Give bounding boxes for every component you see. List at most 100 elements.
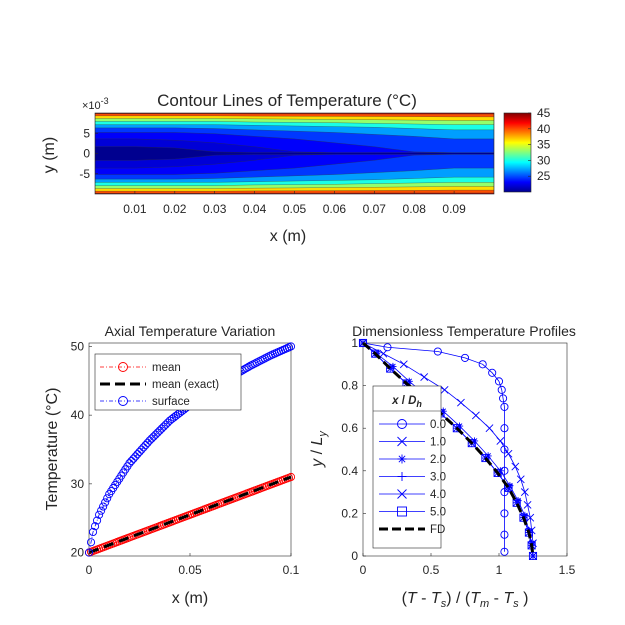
axial-x-label: x (m) <box>172 590 208 607</box>
axial-y-tick-label: 50 <box>71 339 85 353</box>
profile-legend-label: 0.0 <box>430 419 446 431</box>
profile-marker <box>520 488 529 497</box>
colorbar <box>503 112 532 193</box>
profile-title: Dimensionless Temperature Profiles <box>352 323 576 339</box>
profile-legend: x / Dh 0.0 1.0 2.0 3.0 4.0 5.0 FD <box>372 385 446 549</box>
contour-x-label: x (m) <box>270 228 306 245</box>
axial-marker <box>137 445 146 454</box>
axial-marker <box>99 502 108 511</box>
profile-marker <box>460 353 470 362</box>
profile-series-line-1 <box>362 342 534 556</box>
profile-marker <box>386 364 395 373</box>
axial-marker <box>91 522 100 531</box>
profile-marker <box>514 497 522 505</box>
profile-x-label: (T - Ts) / (Tm - Ts ) <box>402 590 529 610</box>
profile-marker <box>397 489 407 499</box>
contour-title: Contour Lines of Temperature (°C) <box>157 91 417 110</box>
axial-marker <box>95 510 104 519</box>
profile-marker <box>500 445 509 454</box>
contour-y-tick-label: 5 <box>83 126 90 140</box>
axial-x-tick-label: 0 <box>86 563 93 577</box>
axial-legend-label: surface <box>152 396 190 408</box>
profile-plot: 0 0.5 1 1.5 1 0.8 0.6 0.4 0.2 0 Dimensionless Tem… <box>309 323 576 610</box>
profile-legend-label: 2.0 <box>430 454 446 466</box>
profile-marker <box>528 551 538 560</box>
profile-legend-label: 4.0 <box>430 489 446 501</box>
profile-marker <box>496 437 505 445</box>
profile-marker <box>499 394 508 403</box>
profile-y-tick-label: 0.2 <box>341 506 358 520</box>
profile-marker <box>481 453 490 463</box>
colorbar-tick-label: 35 <box>537 138 551 152</box>
axial-marker <box>286 342 296 351</box>
profile-x-tick-label: 0.5 <box>423 563 440 577</box>
axial-x-tick-label: 0.05 <box>178 563 202 577</box>
axial-marker <box>125 459 134 468</box>
contour-y-tick-label: 0 <box>83 147 90 161</box>
axial-marker <box>103 494 112 503</box>
profile-series <box>358 338 538 560</box>
axial-y-tick-label: 30 <box>71 477 85 491</box>
profile-marker <box>493 468 502 477</box>
profile-marker <box>500 530 509 539</box>
axial-marker <box>84 548 94 557</box>
axial-marker <box>135 447 144 456</box>
profile-marker <box>397 472 407 481</box>
axial-marker <box>97 506 106 515</box>
axial-marker <box>141 441 150 450</box>
axial-marker <box>131 452 140 461</box>
colorbar-tick-label: 40 <box>537 122 551 136</box>
profile-legend-title: x / Dh <box>391 395 422 409</box>
axial-title: Axial Temperature Variation <box>105 323 276 339</box>
profile-marker <box>494 377 504 386</box>
axial-series-line-1 <box>88 475 292 554</box>
profile-legend-label: 5.0 <box>430 507 446 519</box>
profile-marker <box>397 506 407 517</box>
profile-marker <box>504 449 513 458</box>
profile-marker <box>383 343 392 352</box>
profile-marker <box>485 424 494 433</box>
profile-marker <box>521 511 529 520</box>
contour-y-exponent: ×10-3 <box>82 96 109 112</box>
profile-marker <box>471 411 480 420</box>
profile-marker <box>488 368 497 377</box>
colorbar-tick-label: 30 <box>537 153 551 167</box>
axial-marker <box>242 363 251 373</box>
profile-series-line-6 <box>362 341 535 557</box>
profile-y-tick-label: 0.6 <box>341 421 358 435</box>
axial-marker <box>88 527 98 537</box>
colorbar-tick-label: 25 <box>537 169 551 183</box>
contour-x-tick-label: 0.03 <box>203 202 227 216</box>
profile-marker <box>500 424 509 433</box>
profile-marker <box>440 385 449 394</box>
axial-legend-marker <box>118 396 128 406</box>
axial-marker <box>139 443 148 452</box>
contour-plot: 0.01 0.02 0.03 0.04 0.05 0.06 0.07 0.08 0.09 5 0 -… <box>41 91 551 245</box>
axial-marker <box>127 456 136 466</box>
profile-x-tick-label: 1.5 <box>559 563 576 577</box>
contour-x-tick-label: 0.05 <box>283 202 307 216</box>
profile-y-tick-label: 0.4 <box>341 464 358 478</box>
axial-legend: mean mean (exact) surface <box>94 353 242 411</box>
axial-marker <box>101 498 110 507</box>
axial-x-tick-label: 0.1 <box>283 563 300 577</box>
profile-marker <box>467 439 476 448</box>
profile-legend-label: 1.0 <box>430 437 446 449</box>
profile-marker <box>433 347 442 356</box>
profile-legend-label: FD <box>430 524 445 536</box>
profile-legend-box <box>372 385 442 549</box>
axial-marker <box>129 454 138 463</box>
contour-y-tick-label: -5 <box>79 167 90 181</box>
axial-legend-marker <box>118 362 128 372</box>
contour-x-tick-label: 0.04 <box>243 202 267 216</box>
contour-x-tick-label: 0.07 <box>363 202 387 216</box>
profile-marker <box>420 373 429 381</box>
profile-marker <box>379 349 388 358</box>
profile-marker <box>397 436 407 447</box>
profile-marker <box>457 398 465 407</box>
profile-marker <box>516 475 525 484</box>
contour-y-label: y (m) <box>41 137 58 173</box>
contour-x-tick-label: 0.02 <box>163 202 187 216</box>
profile-marker <box>500 488 509 497</box>
